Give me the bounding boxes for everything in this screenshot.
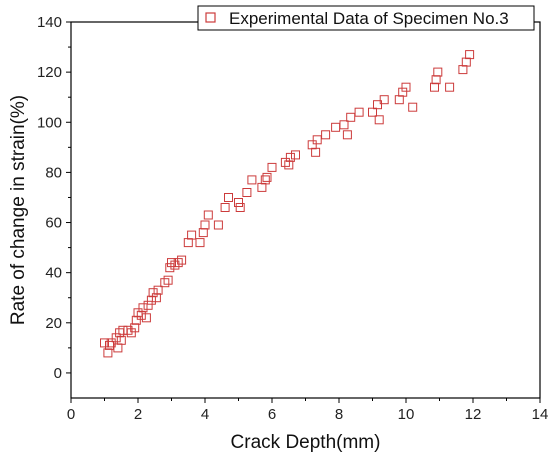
y-tick-label: 80 <box>45 164 62 181</box>
data-point <box>187 230 197 240</box>
data-point <box>354 107 364 117</box>
data-point <box>379 95 389 105</box>
data-point <box>133 308 143 318</box>
data-point <box>267 162 277 172</box>
data-point <box>170 260 180 270</box>
data-point <box>213 220 223 230</box>
y-tick-label: 100 <box>37 114 62 131</box>
data-point <box>368 107 377 117</box>
data-point <box>234 198 243 207</box>
data-point <box>247 175 257 185</box>
data-point <box>148 288 158 298</box>
y-tick-label: 120 <box>37 64 62 81</box>
data-point <box>242 188 252 197</box>
data-point <box>346 112 356 122</box>
data-point <box>312 135 322 145</box>
data-point <box>465 50 475 60</box>
data-point <box>260 175 270 185</box>
data-point <box>100 338 109 348</box>
data-point <box>235 203 245 212</box>
data-point <box>401 82 411 92</box>
data-point <box>143 300 153 310</box>
y-tick-label: 0 <box>54 365 62 382</box>
x-tick-label: 14 <box>532 406 549 423</box>
y-axis-title: Rate of change in strain(%) <box>8 95 29 325</box>
x-axis-title: Crack Depth(mm) <box>231 432 381 453</box>
data-point <box>203 210 213 220</box>
data-point <box>106 338 116 348</box>
data-point <box>141 313 151 323</box>
data-point <box>123 325 133 335</box>
data-point <box>373 100 382 110</box>
data-point <box>173 258 183 268</box>
x-tick-label: 0 <box>67 406 75 423</box>
data-point <box>262 172 272 182</box>
data-point <box>224 193 233 202</box>
data-point <box>126 328 136 338</box>
y-tick-label: 40 <box>45 265 62 282</box>
x-tick-label: 6 <box>268 406 276 423</box>
data-point <box>111 333 121 343</box>
x-tick-label: 2 <box>134 406 142 423</box>
data-point <box>195 238 205 248</box>
y-axis-ticks: 0 20 40 60 80 100 120 140 <box>37 14 71 382</box>
data-point <box>339 120 349 130</box>
legend: Experimental Data of Specimen No.3 <box>197 5 535 31</box>
legend-box <box>197 5 535 31</box>
legend-label: Experimental Data of Specimen No.3 <box>229 9 509 28</box>
data-point <box>200 220 210 230</box>
x-tick-label: 8 <box>335 406 343 423</box>
data-point <box>374 115 384 125</box>
data-point <box>116 335 126 345</box>
y-tick-label: 20 <box>45 315 62 332</box>
data-point <box>342 130 352 140</box>
x-tick-label: 4 <box>201 406 209 423</box>
data-point <box>291 150 300 160</box>
data-point <box>445 82 455 92</box>
data-point <box>167 258 176 268</box>
x-axis-ticks: 0 2 4 6 8 10 12 14 <box>67 398 549 423</box>
data-point <box>433 67 443 77</box>
data-point <box>285 152 295 162</box>
data-point <box>138 303 148 313</box>
data-point <box>321 130 331 140</box>
y-tick-label: 140 <box>37 14 62 31</box>
data-point <box>165 263 175 273</box>
data-point <box>220 203 230 212</box>
y-tick-label: 60 <box>45 215 62 232</box>
legend-marker <box>205 12 216 23</box>
data-point <box>177 255 187 265</box>
x-tick-label: 10 <box>398 406 415 423</box>
data-point <box>160 278 170 288</box>
x-tick-label: 12 <box>465 406 482 423</box>
data-point <box>163 275 173 285</box>
data-points <box>100 50 475 358</box>
data-point <box>280 157 290 167</box>
data-point <box>151 293 161 303</box>
data-point <box>398 87 408 97</box>
data-point <box>311 147 321 157</box>
data-point <box>408 102 418 112</box>
